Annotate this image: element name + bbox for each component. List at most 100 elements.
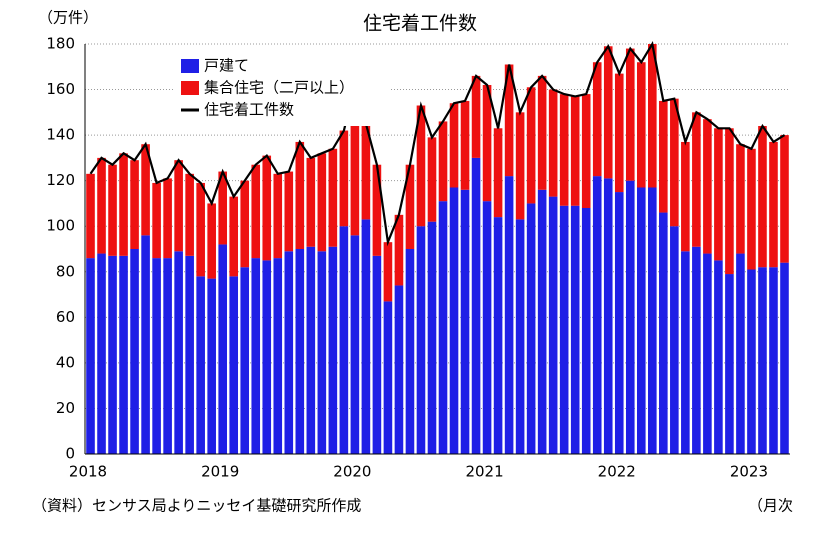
- bar-segment: [383, 301, 393, 454]
- bar-segment: [119, 153, 128, 256]
- bar-segment: [592, 176, 602, 454]
- y-axis-unit: （万件）: [38, 9, 98, 27]
- bar-segment: [714, 260, 723, 454]
- bar-segment: [471, 75, 481, 158]
- bar-segment: [372, 255, 382, 454]
- bar-segment: [185, 173, 194, 256]
- y-tick-label: 180: [46, 35, 75, 53]
- bar-segment: [427, 221, 437, 454]
- bar-segment: [614, 192, 624, 455]
- bar-segment: [416, 105, 426, 227]
- bar-segment: [714, 128, 723, 261]
- bar-segment: [295, 141, 305, 249]
- y-tick-label: 140: [46, 126, 75, 144]
- bar-segment: [86, 173, 95, 259]
- bar-segment: [273, 258, 283, 454]
- bar-segment: [625, 180, 635, 454]
- bar-segment: [515, 112, 525, 220]
- bar-segment: [438, 121, 448, 202]
- legend-swatch: [181, 59, 199, 73]
- y-tick-label: 120: [46, 171, 75, 189]
- bar-segment: [603, 178, 613, 454]
- legend-box: [175, 54, 390, 126]
- x-tick-label: 2020: [333, 463, 371, 481]
- bar-segment: [670, 226, 679, 454]
- bar-segment: [692, 112, 701, 247]
- bar-segment: [736, 144, 745, 254]
- bar-segment: [482, 201, 492, 454]
- bar-segment: [636, 187, 646, 454]
- bar-segment: [625, 48, 635, 181]
- bar-segment: [108, 255, 117, 454]
- bar-segment: [350, 85, 360, 236]
- bar-segment: [130, 249, 139, 454]
- bar-segment: [86, 258, 95, 454]
- bar-segment: [736, 253, 745, 454]
- bar-segment: [317, 153, 327, 252]
- bar-segment: [614, 73, 624, 193]
- bar-segment: [548, 196, 558, 454]
- bar-segment: [703, 119, 712, 254]
- bar-segment: [174, 160, 183, 252]
- bar-segment: [207, 278, 216, 454]
- y-tick-label: 60: [56, 308, 75, 326]
- bar-segment: [769, 267, 778, 454]
- bar-segment: [251, 164, 261, 259]
- bar-segment: [504, 176, 514, 454]
- bar-segment: [427, 137, 437, 222]
- bar-segment: [570, 205, 580, 454]
- bar-segment: [460, 100, 470, 190]
- bar-segment: [592, 62, 602, 177]
- bar-segment: [692, 246, 701, 454]
- bar-segment: [284, 251, 294, 454]
- legend-swatch: [181, 81, 199, 95]
- bar-segment: [339, 226, 349, 454]
- x-tick-label: 2023: [730, 463, 768, 481]
- bar-segment: [581, 94, 591, 208]
- bar-segment: [559, 205, 569, 454]
- bar-segment: [769, 141, 778, 268]
- bar-segment: [361, 219, 371, 454]
- bar-segment: [185, 255, 194, 454]
- bar-segment: [725, 274, 734, 454]
- bar-segment: [648, 187, 657, 454]
- bar-segment: [328, 148, 338, 247]
- bar-segment: [449, 187, 459, 454]
- bar-segment: [526, 87, 536, 204]
- y-tick-label: 40: [56, 353, 75, 371]
- bar-segment: [108, 164, 117, 256]
- bar-segment: [537, 75, 547, 190]
- bar-segment: [526, 203, 536, 454]
- bar-segment: [747, 269, 756, 454]
- bar-segment: [405, 164, 415, 249]
- source-note: （資料）センサス局よりニッセイ基礎研究所作成: [32, 497, 361, 515]
- bar-segment: [394, 285, 404, 454]
- bar-segment: [515, 219, 525, 454]
- bar-segment: [141, 235, 150, 454]
- bar-segment: [163, 178, 172, 259]
- bar-segment: [548, 89, 558, 197]
- bar-segment: [284, 171, 294, 252]
- bar-segment: [648, 44, 657, 188]
- bar-segment: [262, 155, 272, 261]
- bar-segment: [670, 98, 679, 227]
- bar-segment: [229, 276, 239, 454]
- x-tick-label: 2022: [598, 463, 636, 481]
- bar-segment: [130, 160, 139, 249]
- x-axis-unit: （月次: [748, 497, 793, 515]
- chart-title: 住宅着工件数: [363, 13, 477, 35]
- legend-label: 住宅着工件数: [204, 101, 294, 119]
- bar-segment: [152, 182, 161, 259]
- bar-segment: [306, 157, 316, 247]
- y-tick-label: 100: [46, 217, 75, 235]
- bar-segment: [163, 258, 172, 454]
- bar-segment: [559, 94, 569, 206]
- bar-segment: [174, 251, 183, 454]
- bar-segment: [493, 217, 503, 454]
- y-tick-label: 0: [65, 445, 75, 463]
- bar-segment: [725, 128, 734, 275]
- bar-segment: [196, 276, 205, 454]
- bar-segment: [152, 258, 161, 454]
- bar-segment: [295, 249, 305, 454]
